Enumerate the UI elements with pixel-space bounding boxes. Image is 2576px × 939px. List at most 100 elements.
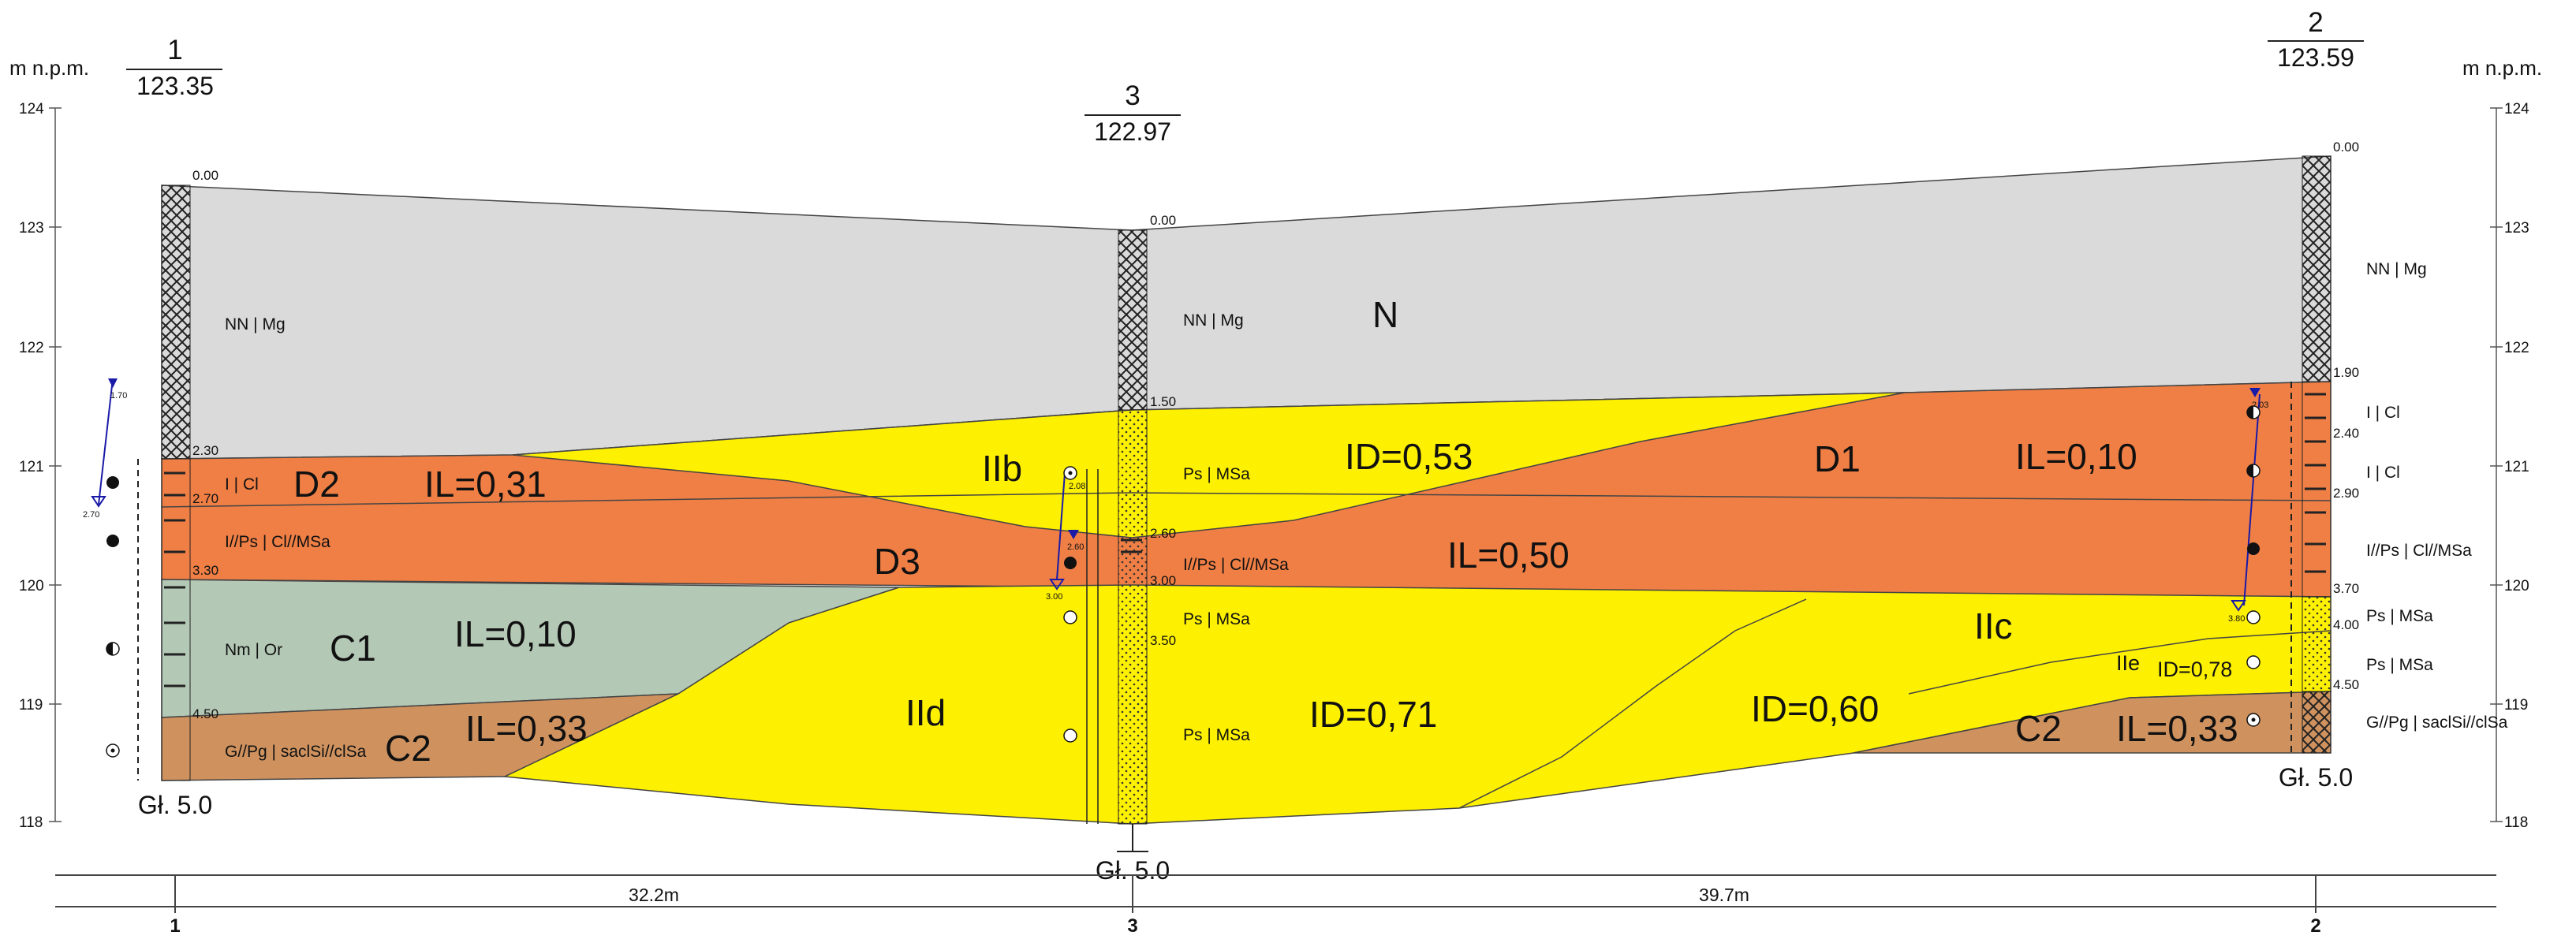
axis-tick-label: 122 xyxy=(2504,340,2529,356)
axis-tick-label: 119 xyxy=(19,697,43,714)
boundary-line xyxy=(1458,598,1807,809)
layer-id-IId: ID=0,71 xyxy=(1309,694,1437,735)
sample-marker xyxy=(1063,728,1077,743)
depth-label: 4.00 xyxy=(2333,617,2359,632)
distance-bar: 32.2m 39.7m 1 3 2 xyxy=(55,874,2496,937)
soil-label: G//Pg | saclSi//clSa xyxy=(2366,714,2508,732)
station-label: 2 xyxy=(2310,915,2320,937)
station-label: 1 xyxy=(170,915,180,937)
layer-id-IIc: ID=0,60 xyxy=(1751,688,1879,729)
water-level-label: 3.00 xyxy=(1046,592,1062,602)
water-level-label: 1.70 xyxy=(110,391,127,401)
distance-label: 39.7m xyxy=(1699,885,1749,905)
sample-marker xyxy=(2246,610,2261,624)
layer-label-C2-right: C2 xyxy=(2015,708,2062,749)
soil-label: Nm | Or xyxy=(225,641,282,659)
layer-il-C2-right: IL=0,33 xyxy=(2116,708,2238,749)
layer-label-D2: D2 xyxy=(293,464,340,505)
depth-label: 3.50 xyxy=(1150,633,1176,648)
water-level-label: 2.08 xyxy=(1069,482,1085,491)
axis-unit-label: m n.p.m. xyxy=(9,56,89,80)
axis-tick-label: 121 xyxy=(19,459,44,475)
soil-label: Ps | MSa xyxy=(1183,610,1250,628)
borehole-2: 2.03 3.80 0.00 1.90 2.40 2.90 3.70 4.00 … xyxy=(2228,7,2508,792)
layer-il-D2: IL=0,31 xyxy=(424,464,547,505)
depth-label: 3.70 xyxy=(2333,581,2359,596)
soil-label: I//Ps | Cl//MSa xyxy=(225,533,330,551)
water-level-label: 2.70 xyxy=(83,510,99,520)
distance-label: 32.2m xyxy=(629,885,679,905)
layer-il-C1: IL=0,10 xyxy=(454,613,577,654)
soil-layers xyxy=(161,155,2331,825)
axis-tick-label: 123 xyxy=(19,220,44,237)
layer-labels: N D1 IL=0,10 D2 IL=0,31 D3 IL=0,50 C1 IL… xyxy=(293,294,2238,769)
water-level-label: 2.60 xyxy=(1067,542,1084,552)
axis-unit-label: m n.p.m. xyxy=(2462,56,2542,80)
layer-label-D3: D3 xyxy=(874,541,920,582)
axis-tick-label: 124 xyxy=(19,101,44,117)
axis-tick-label: 118 xyxy=(19,814,43,831)
soil-label: NN | Mg xyxy=(225,315,286,333)
soil-label: G//Pg | saclSi//clSa xyxy=(225,743,367,761)
axis-tick-label: 120 xyxy=(19,578,44,594)
borehole-number: 1 xyxy=(167,35,182,65)
depth-label: 0.00 xyxy=(1150,213,1176,228)
soil-label: I//Ps | Cl//MSa xyxy=(1183,556,1289,574)
layer-id-IIb: ID=0,53 xyxy=(1345,436,1473,477)
axis-tick-label: 123 xyxy=(2504,220,2529,237)
boundary-line xyxy=(1908,630,2331,695)
borehole-number: 2 xyxy=(2308,7,2323,38)
water-level-label: 3.80 xyxy=(2228,614,2245,624)
depth-label: 2.30 xyxy=(192,443,218,458)
axis-tick-label: 119 xyxy=(2504,697,2528,714)
soil-label: I | Cl xyxy=(2366,404,2400,422)
depth-label: 2.90 xyxy=(2333,486,2359,501)
soil-label: Ps | MSa xyxy=(2366,607,2433,625)
left-elevation-axis: 124 123 122 121 120 119 118 m n.p.m. xyxy=(9,56,89,831)
layer-label-C1: C1 xyxy=(330,628,376,669)
depth-label: 3.00 xyxy=(1150,573,1176,588)
station-label: 3 xyxy=(1127,915,1137,937)
depth-label: 1.90 xyxy=(2333,365,2359,380)
soil-label: I | Cl xyxy=(2366,464,2400,482)
soil-label: NN | Mg xyxy=(1183,311,1244,330)
borehole-elevation: 123.35 xyxy=(136,72,214,100)
soil-label: Ps | MSa xyxy=(2366,656,2433,674)
axis-tick-label: 121 xyxy=(2504,459,2529,475)
axis-tick-label: 124 xyxy=(2504,101,2529,117)
depth-label: 3.30 xyxy=(192,563,218,578)
depth-label: 0.00 xyxy=(2333,140,2359,155)
borehole-number: 3 xyxy=(1125,80,1140,111)
layer-label-D1: D1 xyxy=(1814,438,1861,479)
borehole-depth: Gł. 5.0 xyxy=(138,791,212,819)
depth-label: 1.50 xyxy=(1150,394,1176,409)
layer-label-IIe: IIe xyxy=(2116,651,2140,675)
soil-label: I//Ps | Cl//MSa xyxy=(2366,542,2472,560)
depth-label: 4.50 xyxy=(192,706,218,721)
axis-tick-label: 122 xyxy=(19,340,44,356)
depth-label: 2.60 xyxy=(1150,526,1176,541)
depth-label: 4.50 xyxy=(2333,677,2359,692)
borehole-depth: Gł. 5.0 xyxy=(2279,763,2353,792)
sample-marker xyxy=(2247,542,2260,555)
sample-marker xyxy=(2246,655,2261,669)
soil-label: Ps | MSa xyxy=(1183,465,1250,483)
borehole-1: 1.70 2.70 0.00 2.30 2.70 3.30 4.50 NN | … xyxy=(83,35,367,819)
layer-label-C2-left: C2 xyxy=(385,728,431,769)
layer-label-N: N xyxy=(1372,294,1398,335)
borehole-elevation: 123.59 xyxy=(2277,43,2354,72)
layer-label-IIb: IIb xyxy=(982,448,1022,489)
layer-id-IIe: ID=0,78 xyxy=(2157,658,2232,681)
soil-label: Ps | MSa xyxy=(1183,726,1250,744)
layer-il-D3: IL=0,50 xyxy=(1447,535,1570,576)
sample-marker xyxy=(1064,557,1077,569)
depth-label: 0.00 xyxy=(192,168,218,183)
right-elevation-axis: 124 123 122 121 120 119 118 m n.p.m. xyxy=(2462,56,2542,831)
sample-marker xyxy=(1063,610,1077,624)
layer-il-D1: IL=0,10 xyxy=(2015,436,2137,477)
layer-label-IIc: IIc xyxy=(1974,606,2013,646)
sample-marker xyxy=(106,535,119,547)
borehole-3: 2.08 2.60 3.00 0.00 1.50 2.60 3.00 3.50 … xyxy=(1046,80,1289,885)
layer-label-IId: IId xyxy=(905,692,946,733)
